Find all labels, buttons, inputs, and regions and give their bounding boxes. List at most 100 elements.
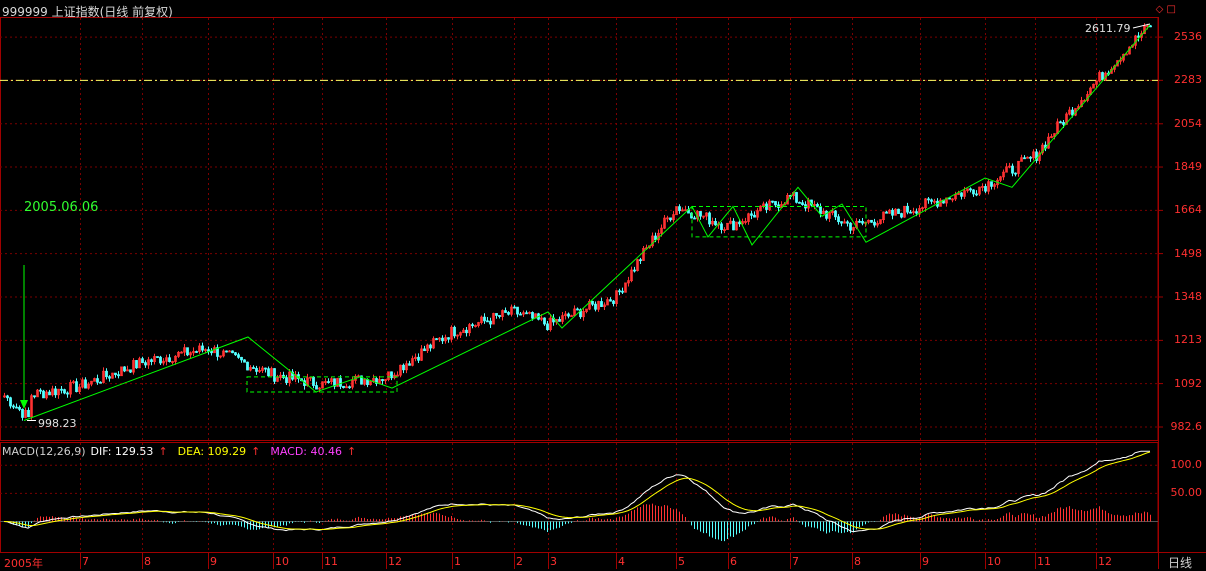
candle-body [801,202,804,205]
candle-body [897,208,900,214]
candle-body [678,206,681,212]
candle-body [525,312,528,315]
candle-body [600,301,603,307]
candle-body [441,337,444,342]
candle-body [198,345,201,352]
candle-body [693,217,696,220]
candle-body [78,386,81,393]
candle-body [1008,165,1011,168]
candle-body [75,381,78,393]
candle-body [516,306,519,315]
candle-body [828,212,831,219]
candle-body [252,367,255,369]
candle-body [30,395,33,418]
time-label: 3 [550,555,557,568]
candle-body [906,205,909,213]
candle-body [51,388,54,396]
time-label: 9 [922,555,929,568]
candle-body [1116,60,1119,67]
candle-body [189,352,192,356]
time-label: 1 [454,555,461,568]
candle-body [123,366,126,372]
candlesticks [3,23,1152,421]
candle-body [930,199,933,202]
candle-body [414,356,417,359]
price-label: 982.6 [1170,420,1203,433]
candle-body [429,344,432,349]
candle-body [42,390,45,399]
candle-body [960,192,963,197]
candle-body [1080,100,1083,108]
candle-body [843,221,846,224]
candle-body [336,378,339,387]
candle-body [489,320,492,325]
candle-body [876,223,879,226]
candle-body [885,211,888,214]
candle-body [480,316,483,323]
candle-body [651,235,654,247]
candle-body [768,200,771,210]
time-label: 8 [144,555,151,568]
candle-body [45,391,48,399]
candle-body [237,354,240,358]
candle-body [33,395,36,398]
candle-body [834,210,837,218]
candle-body [927,198,930,201]
candle-body [903,205,906,218]
candle-body [720,223,723,230]
candle-body [1065,113,1068,125]
candle-body [837,216,840,223]
candle-body [672,214,675,221]
candle-body [729,220,732,224]
candle-body [894,208,897,216]
candle-body [255,367,258,372]
candle-body [285,377,288,383]
candle-body [573,308,576,317]
candle-body [369,381,372,386]
candle-body [561,315,564,322]
candle-body [153,356,156,362]
diamond-icon[interactable]: ◇ [1155,4,1164,15]
candle-body [156,356,159,358]
candle-body [528,312,531,314]
candle-body [495,313,498,316]
corner-icons[interactable]: ◇ □ [1156,4,1176,15]
dif-line [3,450,1150,533]
price-label: 1092 [1174,376,1202,390]
macd-axis-label: 100.0 [1170,458,1203,472]
consolidation-box [246,376,398,393]
candle-body [1068,109,1071,115]
candle-body [201,345,204,351]
candle-body [585,308,588,312]
candle-body [435,338,438,341]
candle-body [981,186,984,188]
candle-body [447,337,450,340]
candle-body [1050,136,1053,138]
candle-body [102,370,105,383]
zigzag-line [23,24,1151,421]
price-label: 2054 [1174,116,1202,130]
candle-body [105,370,108,378]
candle-body [921,207,924,210]
candle-body [606,299,609,306]
candle-body [870,219,873,223]
candle-body [714,221,717,226]
low-value-label: 998.23 [38,417,77,430]
candle-body [39,389,42,392]
candle-body [660,227,663,234]
candle-body [831,210,834,214]
candle-body [795,192,798,203]
candle-body [69,382,72,395]
candle-body [492,313,495,325]
candle-body [150,359,153,362]
square-icon[interactable]: □ [1166,4,1176,15]
candle-body [231,350,234,354]
candle-body [933,200,936,203]
candle-body [291,371,294,380]
candle-body [705,212,708,217]
period-button[interactable]: 日线 [1167,556,1192,570]
high-value-label: 2611.79 [1085,22,1131,35]
candle-body [708,212,711,225]
candle-body [3,395,6,398]
